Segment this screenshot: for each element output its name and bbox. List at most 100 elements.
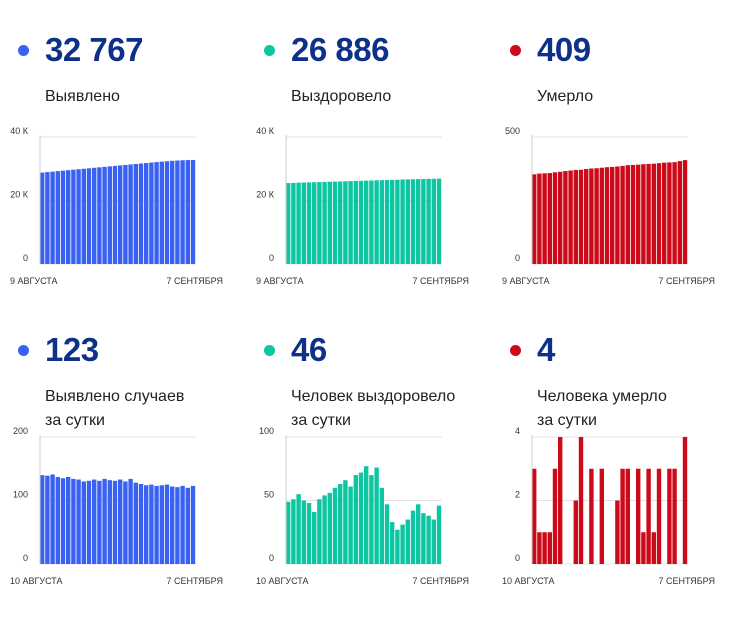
bar	[410, 510, 416, 564]
bar	[542, 532, 547, 564]
x-tick-label: 9 АВГУСТА	[256, 276, 304, 286]
bar	[547, 532, 552, 564]
bar	[604, 167, 610, 264]
x-tick-label: 10 АВГУСТА	[10, 576, 63, 586]
bar	[426, 515, 431, 564]
bar	[348, 181, 353, 264]
bar	[338, 483, 343, 564]
bar	[60, 170, 66, 264]
bar	[291, 499, 296, 564]
bar	[400, 524, 405, 564]
bar	[312, 182, 317, 264]
bar	[50, 171, 55, 264]
bar	[374, 467, 379, 564]
y-tick-label: 4	[515, 426, 520, 436]
x-tick-label: 7 СЕНТЯБРЯ	[166, 276, 223, 286]
bar	[123, 481, 128, 564]
bar	[81, 481, 86, 564]
y-tick-label: 100	[259, 426, 274, 436]
bar	[395, 529, 400, 564]
bar	[66, 170, 71, 264]
bar	[379, 180, 384, 264]
bar	[97, 167, 102, 264]
panel-identified-daily: 123 Выявлено случаев за сутки 0 100 200 10 …	[10, 330, 240, 630]
bar	[343, 181, 348, 264]
y-tick-label: 20 К	[10, 190, 29, 200]
bar	[646, 468, 651, 564]
bar	[374, 180, 379, 264]
bar	[185, 160, 190, 264]
bar	[384, 180, 390, 264]
bar	[395, 179, 400, 264]
bar	[66, 477, 71, 564]
bar	[615, 166, 620, 264]
label-line: Выявлено	[45, 88, 120, 105]
bar	[180, 485, 185, 564]
bar	[185, 487, 190, 564]
bar	[296, 182, 301, 264]
bar	[364, 180, 369, 264]
bar-chart: 0 500 9 АВГУСТА 7 СЕНТЯБРЯ	[502, 126, 715, 286]
bar	[86, 168, 92, 264]
bar	[410, 179, 416, 264]
bar	[149, 484, 154, 564]
bar	[641, 532, 646, 564]
x-tick-label: 10 АВГУСТА	[256, 576, 309, 586]
bar	[107, 166, 112, 264]
bar	[431, 178, 436, 264]
bar	[71, 169, 76, 264]
x-tick-label: 7 СЕНТЯБРЯ	[658, 276, 715, 286]
bar	[656, 468, 662, 564]
bar	[170, 486, 175, 564]
bar	[537, 173, 542, 264]
bar	[60, 478, 66, 564]
headline-value: 26 886	[291, 31, 389, 68]
bar	[369, 180, 374, 264]
bar	[86, 480, 92, 564]
bar	[558, 171, 563, 264]
bar	[599, 468, 604, 564]
bar	[164, 484, 170, 564]
x-tick-label: 9 АВГУСТА	[502, 276, 550, 286]
bar	[327, 181, 332, 264]
bar	[379, 487, 384, 564]
series-dot	[510, 345, 521, 356]
bar	[563, 171, 568, 264]
series-dot	[18, 345, 29, 356]
headline-label: Выявлено	[45, 85, 120, 109]
bar	[159, 161, 164, 264]
bar	[190, 159, 196, 264]
bar	[578, 437, 584, 564]
x-tick-label: 10 АВГУСТА	[502, 576, 555, 586]
bar	[390, 179, 395, 264]
y-tick-label: 0	[269, 253, 274, 263]
bar	[662, 162, 667, 264]
label-line: за сутки	[291, 412, 351, 429]
bar	[594, 168, 599, 264]
bar	[348, 486, 353, 564]
y-tick-label: 0	[515, 553, 520, 563]
bar	[102, 478, 107, 564]
bar	[552, 172, 558, 264]
bar	[175, 487, 180, 564]
y-tick-label: 0	[269, 553, 274, 563]
bar	[610, 166, 615, 264]
bar	[170, 160, 175, 264]
x-tick-label: 7 СЕНТЯБРЯ	[658, 576, 715, 586]
bar	[589, 168, 594, 264]
bar	[128, 478, 133, 564]
bar	[353, 475, 358, 564]
series-dot	[510, 45, 521, 56]
bar	[301, 182, 306, 264]
bar	[102, 166, 107, 264]
bar	[532, 468, 537, 564]
bar	[154, 162, 159, 264]
bar	[327, 492, 332, 564]
bar	[547, 173, 552, 264]
panel-recovered: 26 886 Выздоровело 0 20 К 40 К 9 АВГУСТА 7 С…	[256, 30, 486, 330]
headline-value: 4	[537, 331, 555, 368]
bar	[416, 504, 421, 564]
bar	[40, 172, 45, 264]
bar	[144, 485, 149, 564]
bar	[190, 485, 196, 564]
